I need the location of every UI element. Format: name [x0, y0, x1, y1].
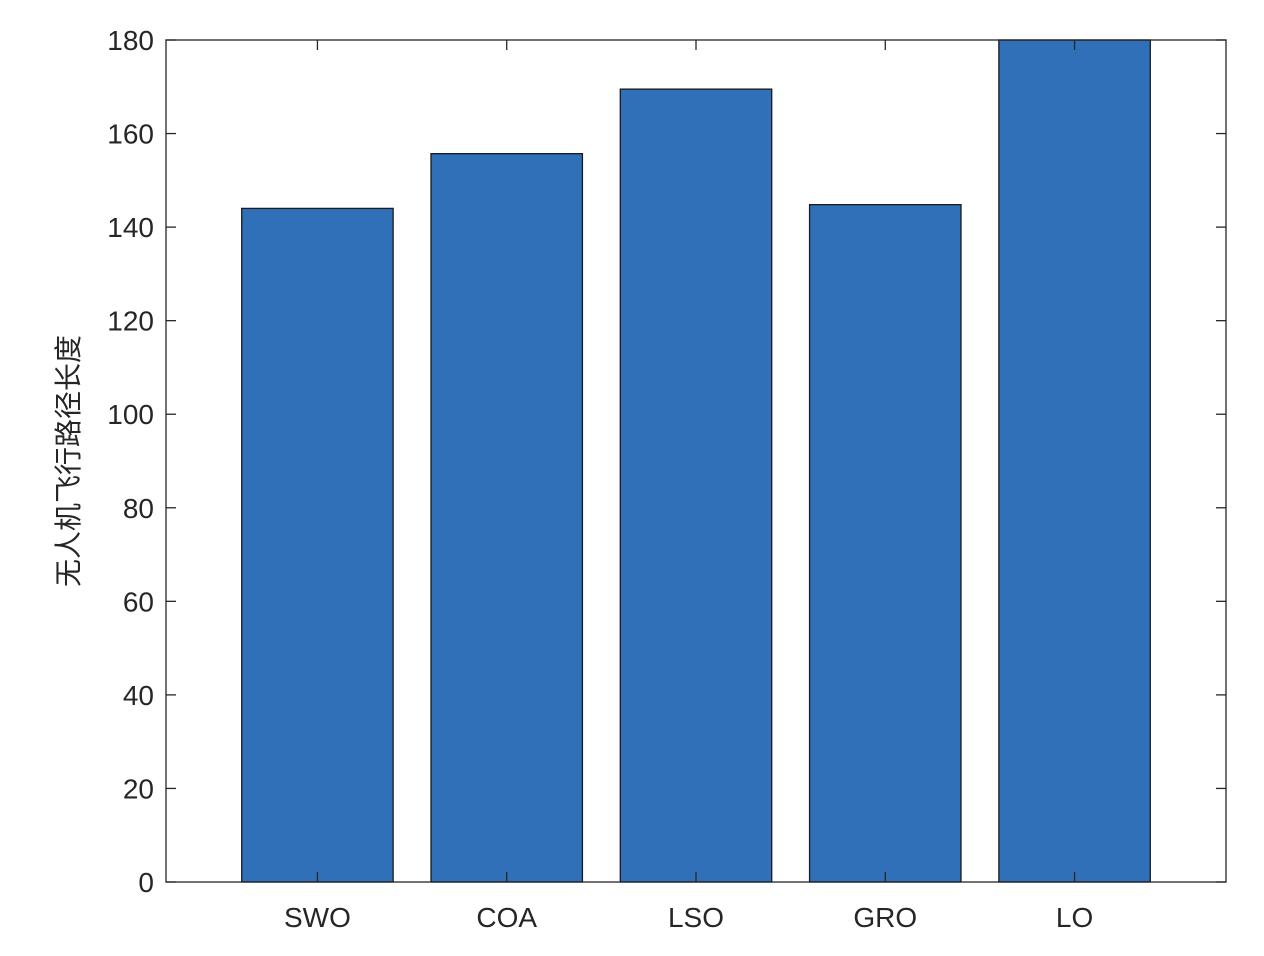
- y-tick-label: 140: [107, 212, 154, 243]
- bar-lso: [619, 88, 773, 883]
- y-tick-label: 100: [107, 399, 154, 430]
- x-tick-label-coa: COA: [476, 902, 537, 933]
- y-tick-label: 180: [107, 25, 154, 56]
- x-axis: SWO COA LSO GRO LO: [284, 40, 1093, 933]
- y-tick-label: 160: [107, 119, 154, 150]
- y-tick-label: 0: [138, 867, 154, 898]
- y-tick-label: 80: [123, 493, 154, 524]
- y-tick-label: 20: [123, 773, 154, 804]
- y-tick-label: 40: [123, 680, 154, 711]
- bar-coa: [430, 153, 584, 883]
- x-tick-label-lo: LO: [1056, 902, 1093, 933]
- bar-lo: [998, 39, 1151, 883]
- y-tick-label: 60: [123, 586, 154, 617]
- x-tick-label-lso: LSO: [668, 902, 724, 933]
- y-tick-label: 120: [107, 306, 154, 337]
- bars-group: [241, 39, 1151, 883]
- bar-gro: [808, 204, 962, 883]
- y-axis-label: 无人机飞行路径长度: [52, 335, 85, 587]
- x-tick-label-swo: SWO: [284, 902, 351, 933]
- x-tick-label-gro: GRO: [853, 902, 917, 933]
- y-axis: 0 20 40 60 80 100 120 140 160 180: [107, 25, 1226, 898]
- bar-swo: [241, 207, 394, 883]
